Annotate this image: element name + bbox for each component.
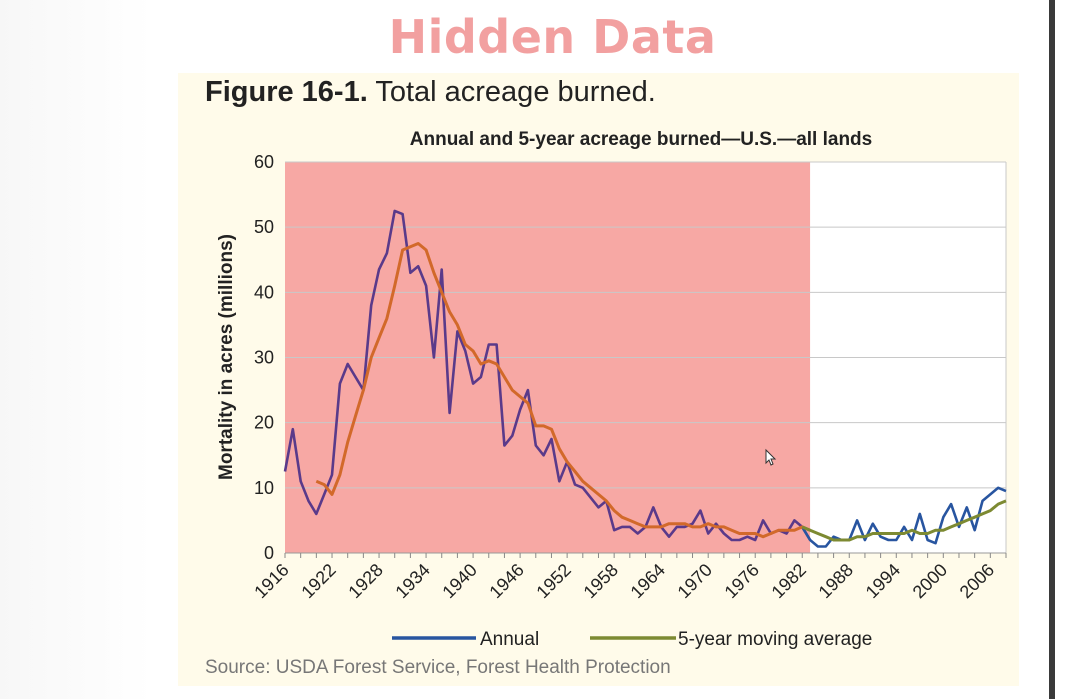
x-tick-label: 1928 xyxy=(344,560,386,602)
x-tick-label: 1976 xyxy=(721,560,763,602)
x-axis-ticks: 1916 1922 1928 1934 1940 1946 1952 1958 1964 1970… xyxy=(250,553,1007,602)
x-tick-label: 1964 xyxy=(627,560,669,602)
mouse-cursor-icon xyxy=(765,448,777,466)
y-tick-label: 40 xyxy=(254,282,274,302)
x-tick-label: 1946 xyxy=(485,560,527,602)
annual-line-recent xyxy=(801,486,1007,548)
moving-average-line-recent xyxy=(801,499,1007,542)
x-tick-label: 1982 xyxy=(768,560,810,602)
y-tick-label: 30 xyxy=(254,348,274,368)
y-tick-label: 10 xyxy=(254,478,274,498)
x-tick-label: 1958 xyxy=(580,560,622,602)
hidden-data-banner: Hidden Data xyxy=(388,10,717,64)
x-tick-label: 1952 xyxy=(532,560,574,602)
y-tick-label: 50 xyxy=(254,217,274,237)
legend: Annual 5-year moving average xyxy=(392,629,872,650)
figure-label: Figure 16-1. xyxy=(205,76,368,108)
y-axis-label: Mortality in acres (millions) xyxy=(216,234,237,480)
y-tick-label: 20 xyxy=(254,413,274,433)
figure-title: Figure 16-1. Total acreage burned. xyxy=(205,76,656,109)
x-tick-label: 2000 xyxy=(909,560,951,602)
series-lines xyxy=(283,209,1007,548)
x-tick-label: 2006 xyxy=(956,560,998,602)
y-tick-label: 60 xyxy=(254,152,274,172)
annual-line xyxy=(283,209,812,542)
legend-average-label: 5-year moving average xyxy=(678,629,872,650)
left-background xyxy=(0,0,152,699)
moving-average-line xyxy=(315,242,811,539)
x-tick-label: 1940 xyxy=(438,560,480,602)
figure-caption: Total acreage burned. xyxy=(375,76,656,108)
y-tick-label: 0 xyxy=(264,543,274,563)
x-tick-label: 1916 xyxy=(250,560,292,602)
x-tick-label: 1988 xyxy=(815,560,857,602)
source-note: Source: USDA Forest Service, Forest Heal… xyxy=(205,657,671,678)
window-edge xyxy=(1049,0,1055,699)
legend-annual-label: Annual xyxy=(480,629,539,650)
x-tick-label: 1994 xyxy=(862,560,904,602)
x-tick-label: 1970 xyxy=(674,560,716,602)
x-tick-label: 1934 xyxy=(391,560,433,602)
y-axis-ticks: 0 10 20 30 40 50 60 xyxy=(254,152,274,563)
chart-title: Annual and 5-year acreage burned—U.S.—al… xyxy=(410,129,872,150)
x-tick-label: 1922 xyxy=(297,560,339,602)
